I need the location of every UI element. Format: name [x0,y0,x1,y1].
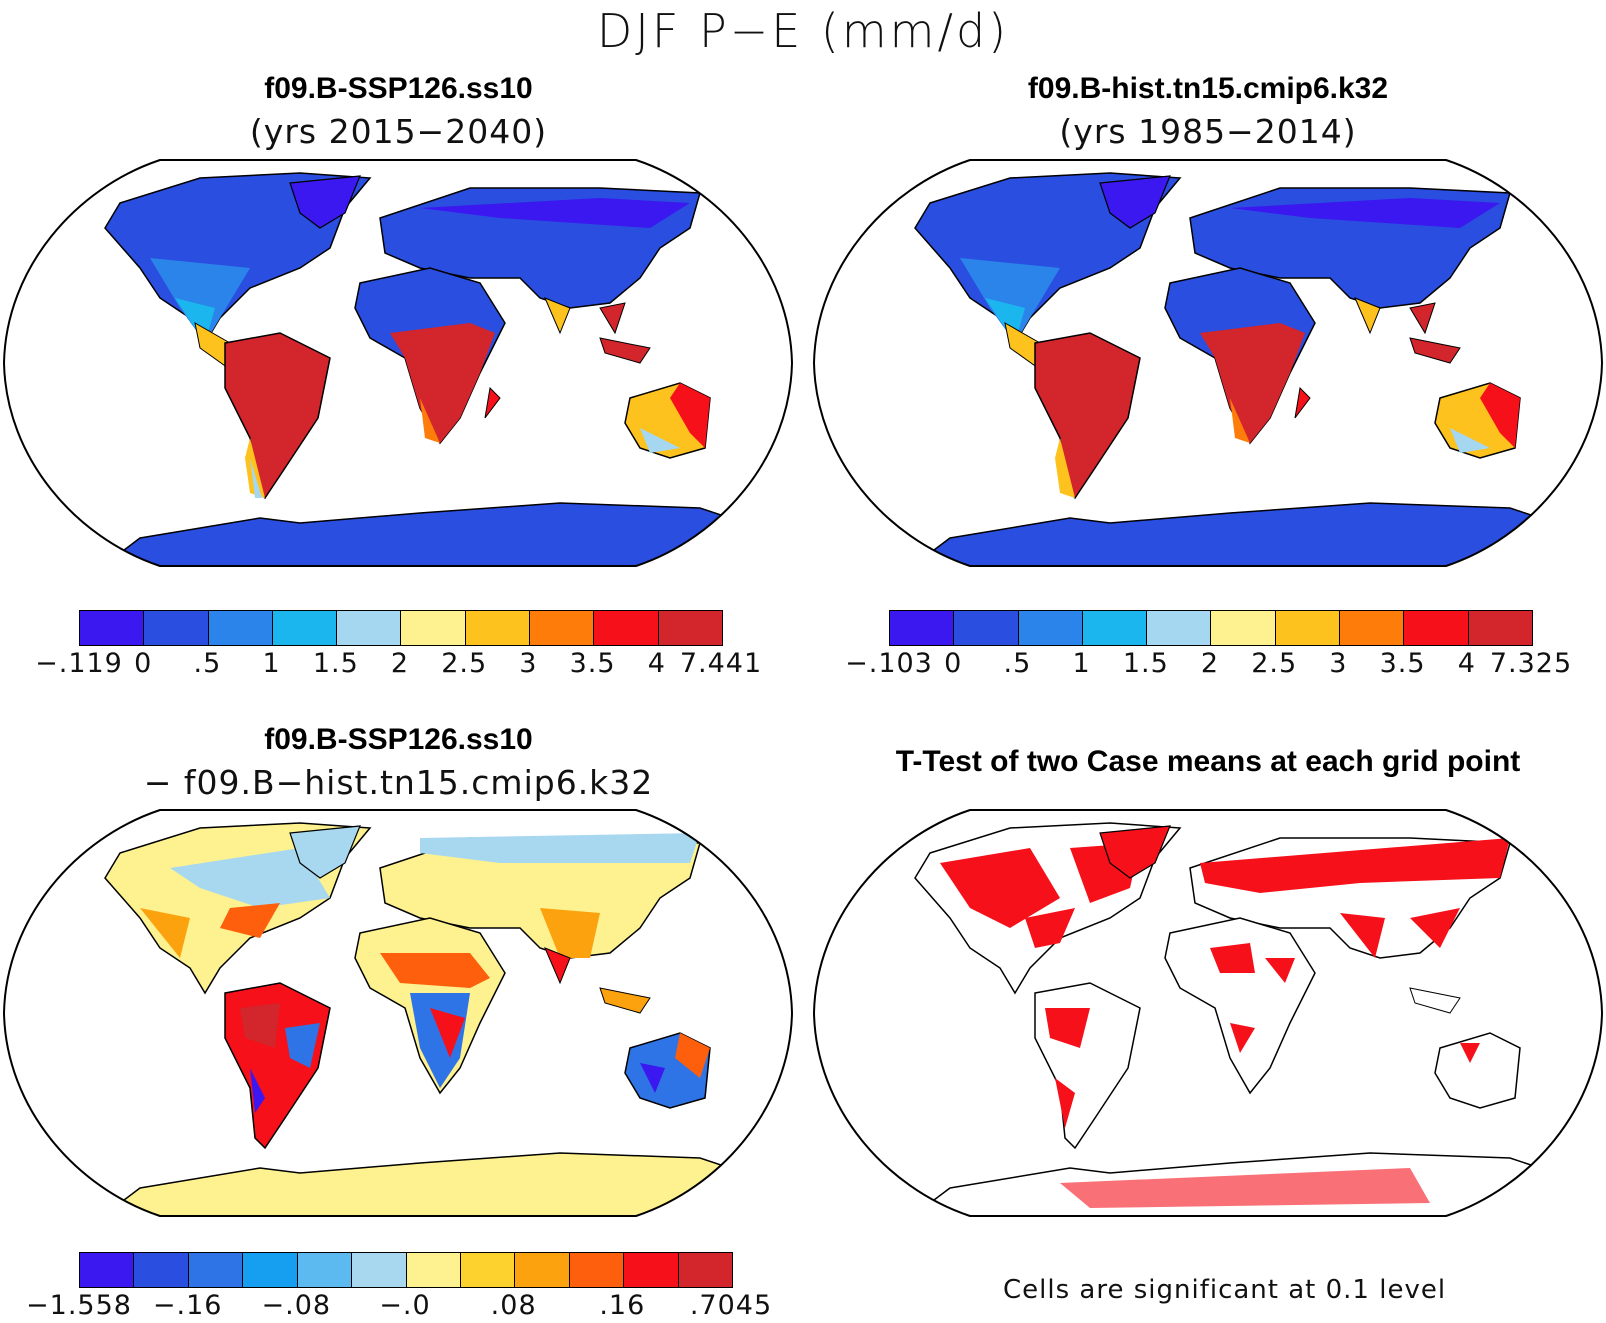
colorbar-swatch [1275,611,1341,645]
colorbar-tick-label: 7.441 [679,648,763,679]
colorbar-swatch [352,1253,407,1287]
colorbar-swatch [272,611,338,645]
colorbar-swatch [658,611,722,645]
colorbar-swatch [80,1253,135,1287]
map-bottom-right [812,809,1604,1217]
colorbar-swatch [569,1253,625,1287]
colorbar-top-right [889,610,1533,646]
colorbar-tick-label: 1 [1072,648,1091,679]
panel-subtitle-top-right: (yrs 1985−2014) [1059,112,1357,151]
colorbar-tick-label: 2.5 [1251,648,1298,679]
colorbar-swatch [515,1253,570,1287]
colorbar-tick-label: −1.558 [26,1290,132,1321]
colorbar-swatch [80,611,145,645]
panel-title-bottom-right: T-Test of two Case means at each grid po… [895,745,1521,778]
colorbar-swatch [406,1253,461,1287]
colorbar-tick-label: .7045 [689,1290,773,1321]
colorbar-tick-label: .5 [193,648,222,679]
colorbar-top-left [79,610,723,646]
colorbar-tick-label: 3.5 [569,648,616,679]
panel-title-bottom-left: f09.B-SSP126.ss10 [264,723,533,756]
colorbar-swatch [594,611,659,645]
panel-subtitle-top-left: (yrs 2015−2040) [249,112,548,151]
colorbar-tick-label: −.119 [35,648,123,679]
colorbar-swatch [1147,611,1212,645]
colorbar-swatch [530,611,595,645]
colorbar-swatch [1468,611,1532,645]
colorbar-swatch [890,611,955,645]
panel-title-top-left: f09.B-SSP126.ss10 [264,72,533,105]
colorbar-tick-label: 1.5 [312,648,359,679]
colorbar-swatch [208,611,273,645]
colorbar-tick-label: −.16 [152,1290,223,1321]
colorbar-bottom-left [79,1252,733,1288]
colorbar-swatch [188,1253,244,1287]
colorbar-tick-label: 2 [1200,648,1220,679]
colorbar-tick-label: 2 [390,648,410,679]
colorbar-tick-label: 3 [519,648,538,679]
colorbar-swatch [1211,611,1276,645]
land-antarctica [97,502,762,566]
colorbar-tick-label: .16 [599,1290,646,1321]
colorbar-tick-label: 0 [134,648,153,679]
colorbar-swatch [144,611,209,645]
colorbar-swatch [1404,611,1469,645]
panel-subtitle-bottom-left: − f09.B−hist.tn15.cmip6.k32 [143,763,654,802]
main-title: DJF P−E (mm/d) [596,4,1010,58]
colorbar-swatch [401,611,466,645]
colorbar-swatch [1082,611,1148,645]
colorbar-tick-label: −.103 [845,648,933,679]
colorbar-swatch [954,611,1019,645]
colorbar-tick-label: 1.5 [1122,648,1169,679]
colorbar-tick-label: 3.5 [1379,648,1426,679]
colorbar-tick-label: −.08 [261,1290,332,1321]
colorbar-tick-label: 4 [647,648,666,679]
colorbar-swatch [678,1253,733,1287]
panel-title-top-right: f09.B-hist.tn15.cmip6.k32 [1027,72,1389,105]
colorbar-tick-label: 2.5 [441,648,488,679]
colorbar-swatch [243,1253,298,1287]
land-greenland [289,175,361,229]
colorbar-tick-label: 7.325 [1489,648,1573,679]
colorbar-tick-label: −.0 [379,1290,431,1321]
colorbar-swatch [460,1253,516,1287]
colorbar-tick-label: .5 [1003,648,1032,679]
map-top-right [812,159,1604,567]
map-top-left [2,159,794,567]
colorbar-swatch [624,1253,679,1287]
land-south-america [224,332,331,500]
colorbar-tick-label: 1 [262,648,281,679]
colorbar-swatch [1018,611,1083,645]
colorbar-tick-label: .08 [490,1290,537,1321]
colorbar-tick-label: 4 [1457,648,1476,679]
colorbar-tick-label: 0 [944,648,963,679]
colorbar-swatch [337,611,402,645]
colorbar-swatch [465,611,531,645]
significance-note: Cells are significant at 0.1 level [1003,1275,1447,1305]
colorbar-tick-label: 3 [1329,648,1348,679]
colorbar-swatch [1340,611,1405,645]
colorbar-swatch [134,1253,189,1287]
colorbar-swatch [297,1253,353,1287]
map-bottom-left [2,809,794,1217]
